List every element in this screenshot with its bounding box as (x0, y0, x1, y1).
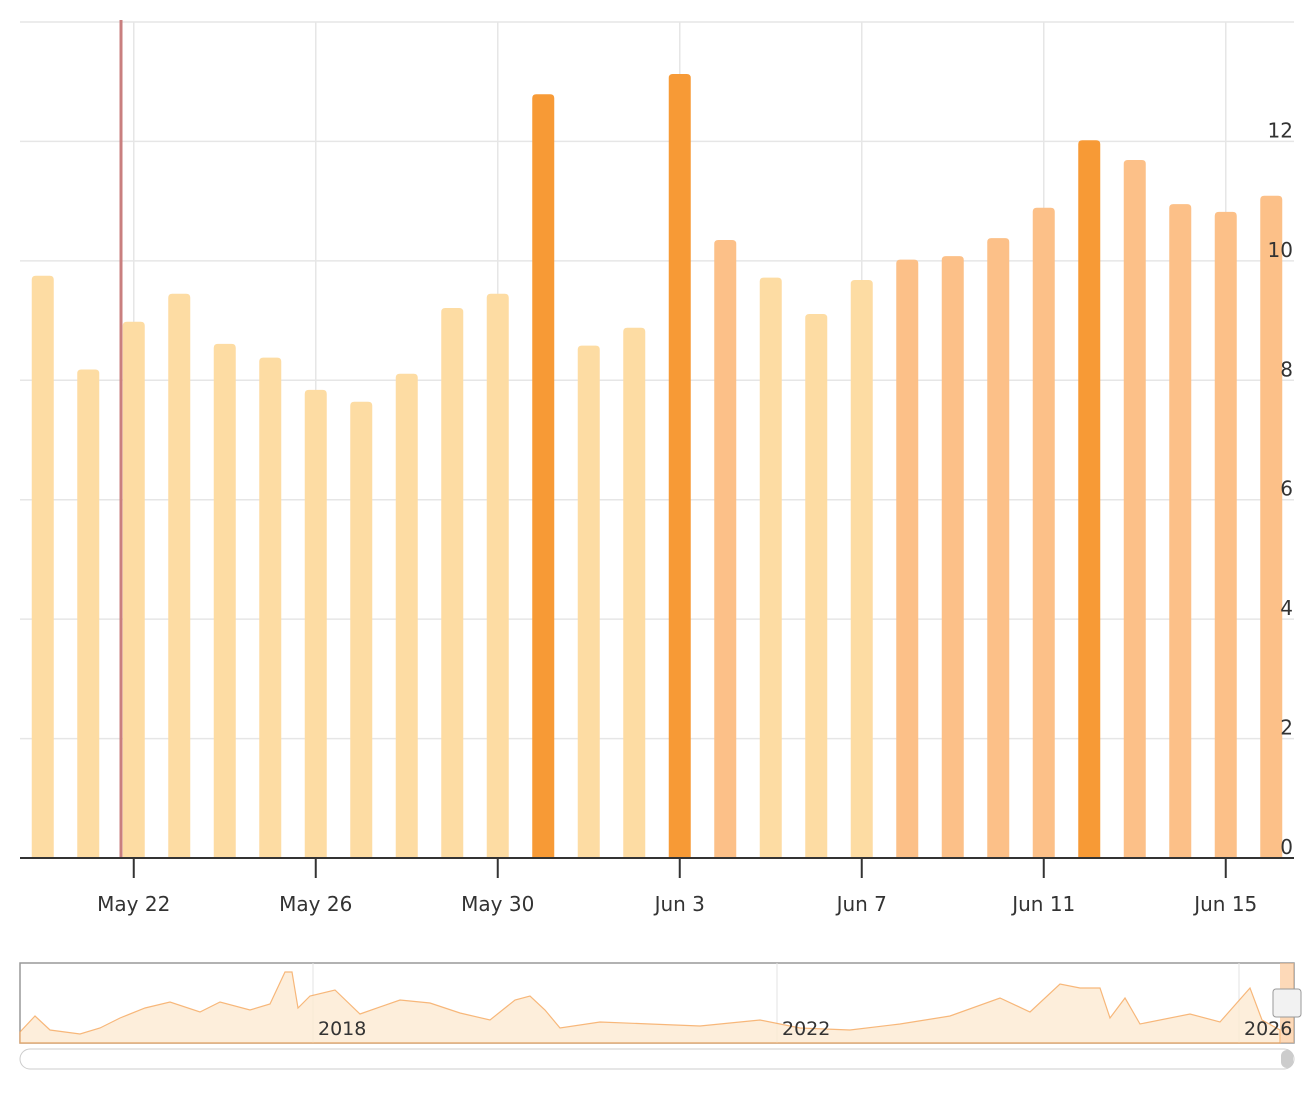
navigator-handle[interactable] (1272, 988, 1302, 1018)
x-tick-label: Jun 7 (835, 892, 887, 916)
y-tick-label: 4 (1280, 596, 1293, 620)
y-tick-label: 0 (1280, 835, 1293, 859)
bar (577, 345, 600, 858)
navigator-label: 2018 (318, 1018, 366, 1040)
scrollbar-thumb[interactable] (1281, 1050, 1293, 1068)
bar (668, 73, 691, 859)
bar (304, 389, 327, 858)
x-tick-label: Jun 11 (1010, 892, 1075, 916)
bar (1214, 211, 1237, 859)
x-tick-label: Jun 15 (1192, 892, 1257, 916)
bar (759, 277, 782, 858)
x-tick-label: May 22 (97, 892, 170, 916)
bar (850, 279, 873, 859)
bar (714, 239, 737, 858)
x-tick-label: May 30 (461, 892, 534, 916)
bar (623, 327, 646, 858)
bar (896, 259, 919, 859)
y-tick-label: 8 (1280, 357, 1293, 381)
bar (395, 373, 418, 858)
y-tick-label: 12 (1268, 118, 1293, 142)
navigator: 2018 2022 2026 (19, 962, 1302, 1070)
y-tick-label: 10 (1268, 238, 1293, 262)
bar (168, 293, 191, 858)
bar (1260, 195, 1283, 859)
bar (1123, 159, 1146, 858)
bar (122, 321, 145, 858)
bar (1169, 204, 1192, 859)
bar (532, 94, 555, 859)
bar (1032, 207, 1055, 858)
bar (987, 238, 1010, 858)
x-tick-label: May 26 (279, 892, 352, 916)
bar (350, 401, 373, 858)
bar (31, 275, 54, 858)
bar (441, 308, 464, 858)
navigator-label: 2026 (1244, 1018, 1292, 1040)
navigator-series (19, 971, 1281, 1044)
bar (486, 293, 509, 858)
bar (941, 256, 964, 859)
navigator-label: 2022 (782, 1018, 830, 1040)
y-tick-label: 2 (1280, 716, 1293, 740)
bar (259, 357, 282, 858)
y-tick-label: 6 (1280, 477, 1293, 501)
scrollbar-track[interactable] (19, 1048, 1295, 1070)
bar (805, 314, 828, 858)
bar (77, 369, 100, 858)
bar (213, 343, 236, 858)
x-tick-label: Jun 3 (653, 892, 705, 916)
bar (1078, 140, 1101, 859)
